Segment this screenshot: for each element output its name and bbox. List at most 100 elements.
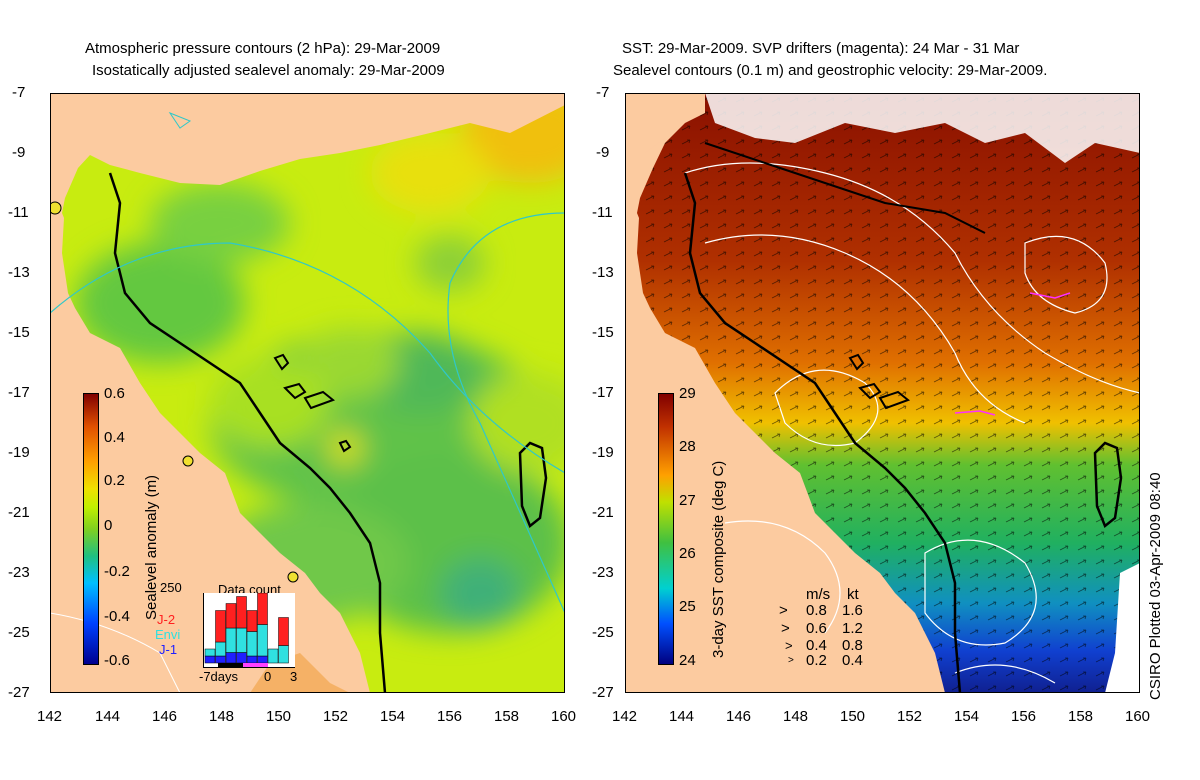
sst-colorbar-tick: 26: [679, 545, 696, 562]
data-count-bar-envi: [225, 627, 237, 653]
left-ytick: -9: [12, 144, 26, 161]
data-count-xlabel-end: 3: [290, 669, 298, 684]
velocity-header-kt: kt: [847, 586, 859, 603]
sla-colorbar-tick: -0.6: [104, 652, 130, 669]
right-xtick: 158: [1068, 708, 1094, 725]
left-ytick: -13: [8, 264, 30, 281]
velocity-kt: 1.6: [842, 602, 863, 619]
left-ytick: -19: [8, 444, 30, 461]
legend-envi: Envi: [155, 627, 181, 642]
data-count-bar-envi: [246, 631, 258, 657]
station-marker-1: [50, 201, 62, 215]
right-ytick: -15: [592, 324, 614, 341]
sst-reefs: [848, 353, 911, 410]
pressure-contour-1: [50, 242, 565, 474]
cloud-mask-south: [1105, 563, 1140, 693]
left-ytick: -27: [8, 684, 30, 701]
right-title-line2: Sealevel contours (0.1 m) and geostrophi…: [613, 62, 1048, 79]
data-count-bar-envi: [278, 645, 289, 664]
velocity-kt: 0.4: [842, 652, 863, 669]
data-count-bar-j2: [236, 596, 247, 629]
right-title-line1: SST: 29-Mar-2009. SVP drifters (magenta)…: [622, 40, 1020, 57]
right-ytick: -21: [592, 504, 614, 521]
pressure-contour-3: [168, 111, 192, 129]
data-count-ymax: 250: [160, 580, 182, 595]
data-count-bar-j1: [236, 652, 247, 664]
left-xtick: 154: [380, 708, 406, 725]
velocity-arrow-icon: >: [788, 655, 794, 666]
sla-colorbar: [83, 393, 99, 665]
left-xtick: 144: [95, 708, 121, 725]
left-xtick: 148: [209, 708, 235, 725]
sla-colorbar-label: Sealevel anomaly (m): [143, 474, 160, 620]
data-count-bar-j2: [215, 610, 226, 643]
left-xtick: 156: [437, 708, 463, 725]
station-marker-3: [287, 571, 299, 583]
velocity-ms: 0.4: [806, 637, 827, 654]
left-sla-map: [50, 93, 565, 693]
sla-colorbar-tick: -0.4: [104, 608, 130, 625]
sla-white-contour: [50, 612, 181, 693]
right-xtick: 148: [783, 708, 809, 725]
sst-shelf-north: [704, 142, 986, 234]
right-xtick: 142: [612, 708, 638, 725]
left-xtick: 152: [323, 708, 349, 725]
right-xtick: 146: [726, 708, 752, 725]
right-xtick: 152: [897, 708, 923, 725]
sla-colorbar-tick: 0.2: [104, 472, 125, 489]
marion-plateau-contour: [518, 441, 548, 529]
right-xtick: 150: [840, 708, 866, 725]
left-ytick: -15: [8, 324, 30, 341]
right-ytick: -27: [592, 684, 614, 701]
data-count-bar-envi: [204, 648, 216, 657]
data-count-bar-j2: [225, 603, 237, 629]
svp-drifter-tracks: [954, 292, 1071, 416]
right-ytick: -17: [592, 384, 614, 401]
right-ytick: -9: [596, 144, 610, 161]
left-xtick: 158: [494, 708, 520, 725]
left-ytick: -21: [8, 504, 30, 521]
legend-j1: J-1: [159, 642, 178, 657]
data-count-bar-envi: [267, 648, 279, 664]
left-ytick: -11: [8, 204, 29, 221]
data-count-xlabel-start: -7days: [199, 669, 239, 684]
cloud-mask-north: [705, 93, 1140, 163]
sealevel-contours: [684, 162, 1140, 684]
right-xtick: 144: [669, 708, 695, 725]
legend-j2: J-2: [157, 612, 176, 627]
data-count-bar-envi: [236, 627, 247, 653]
sst-colorbar-tick: 28: [679, 438, 696, 455]
velocity-kt: 0.8: [842, 637, 863, 654]
sst-colorbar-label: 3-day SST composite (deg C): [710, 460, 727, 658]
sst-australia-land: [625, 198, 945, 693]
coral-sea-reefs: [273, 353, 352, 453]
data-count-past-band: [218, 663, 258, 667]
velocity-kt: 1.2: [842, 620, 863, 637]
left-xtick: 160: [551, 708, 577, 725]
left-map-frame: [50, 93, 565, 693]
velocity-ms: 0.8: [806, 602, 827, 619]
velocity-arrow-icon: >: [785, 638, 793, 653]
data-count-chart: [203, 593, 295, 668]
velocity-ms: 0.6: [806, 620, 827, 637]
right-xtick: 160: [1125, 708, 1151, 725]
sla-colorbar-tick: 0.4: [104, 429, 125, 446]
left-xtick: 146: [152, 708, 178, 725]
data-count-now-band: [243, 663, 268, 667]
data-count-bar-j1: [225, 652, 237, 664]
data-count-bar-j1: [204, 655, 216, 664]
data-count-bar-envi: [215, 641, 226, 657]
data-count-bar-envi: [257, 624, 268, 657]
right-ytick: -13: [592, 264, 614, 281]
data-count-bar-j2: [246, 610, 258, 632]
sla-colorbar-tick: -0.2: [104, 563, 130, 580]
data-count-bar-j1: [246, 655, 258, 664]
data-count-xlabel-zero: 0: [264, 669, 272, 684]
pressure-contour-2: [447, 212, 565, 614]
plotted-timestamp: CSIRO Plotted 03-Apr-2009 08:40: [1147, 472, 1164, 700]
right-ytick: -11: [592, 204, 613, 221]
data-count-bar-j2: [257, 593, 268, 625]
right-map-frame: [625, 93, 1140, 693]
sst-shelf-contour: [683, 172, 962, 693]
left-title-line2: Isostatically adjusted sealevel anomaly:…: [92, 62, 445, 79]
